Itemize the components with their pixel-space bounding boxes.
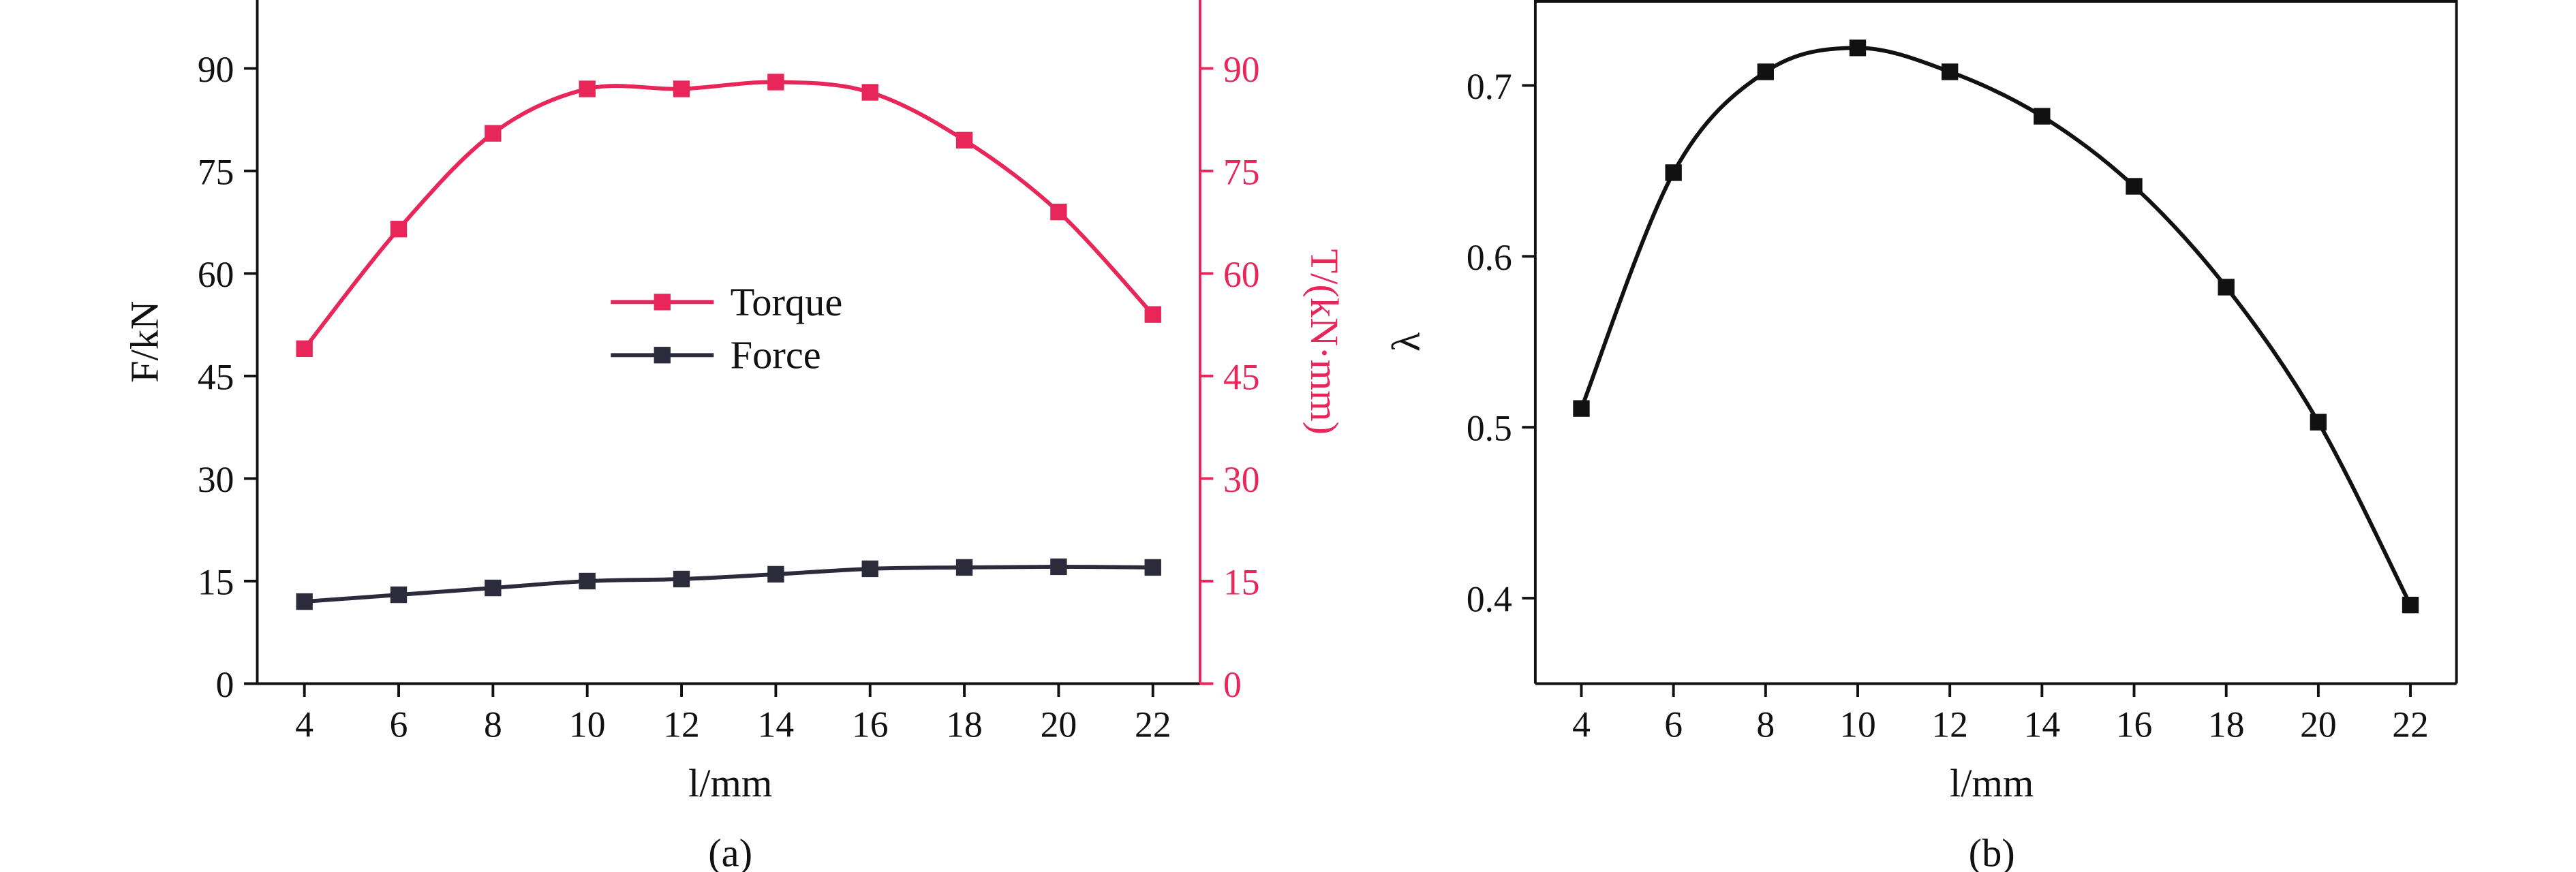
x-tick-label: 20 [1041,704,1077,745]
marker [1573,400,1590,417]
x-tick-label: 8 [484,704,502,745]
legend-label: Torque [731,280,843,324]
marker [485,579,502,597]
marker [673,80,690,97]
y-tick-label: 75 [198,151,234,192]
x-tick-label: 22 [1135,704,1171,745]
x-tick-label: 16 [852,704,889,745]
x-tick-label: 16 [2116,704,2153,745]
y2-tick-label: 60 [1223,254,1260,295]
marker [2034,108,2051,125]
y2-axis-label: T/(kN·mm) [1302,249,1347,435]
x-tick-label: 18 [2208,704,2245,745]
y-tick-label: 0 [216,664,234,705]
marker [390,586,408,604]
series-line [1579,46,2412,606]
x-tick-label: 4 [295,704,313,745]
y-tick-label: 45 [198,356,234,397]
marker [1050,558,1067,576]
series-line [303,80,1154,350]
x-tick-label: 10 [1839,704,1876,745]
caption: (b) [1969,830,2015,872]
marker [673,570,690,588]
marker [1144,306,1161,323]
y2-tick-label: 15 [1223,561,1260,602]
x-tick-label: 6 [390,704,408,745]
x-tick-label: 14 [758,704,795,745]
x-tick-label: 12 [663,704,700,745]
marker [955,559,973,576]
y-tick-label: 0.4 [1467,579,1512,620]
y-axis-label: λ [1383,332,1428,352]
legend-marker [654,347,671,364]
marker [579,572,596,590]
marker [485,125,502,142]
marker [767,74,784,91]
y-tick-label: 0.5 [1467,408,1512,449]
y-axis-label: F/kN [122,301,166,383]
y2-tick-label: 90 [1223,49,1260,90]
marker [390,221,408,238]
x-axis-label: l/mm [688,761,772,805]
y2-tick-label: 30 [1223,459,1260,500]
marker [1849,40,1867,57]
x-tick-label: 18 [946,704,983,745]
x-tick-label: 10 [569,704,606,745]
x-tick-label: 22 [2392,704,2429,745]
y-tick-label: 15 [198,561,234,602]
marker [955,131,973,149]
x-tick-label: 4 [1572,704,1591,745]
series-line [304,564,1153,604]
marker [2402,596,2419,614]
x-axis-label: l/mm [1950,761,2034,805]
legend-marker [654,294,671,311]
x-tick-label: 14 [2024,704,2061,745]
x-tick-label: 6 [1664,704,1683,745]
marker [296,593,313,610]
marker [2310,414,2327,431]
marker [1942,63,1959,80]
marker [579,80,596,97]
y-tick-label: 0.7 [1467,66,1512,107]
marker [296,340,313,357]
x-tick-label: 12 [1931,704,1968,745]
y-tick-label: 0.6 [1467,237,1512,278]
marker [2126,178,2143,195]
x-tick-label: 20 [2300,704,2337,745]
marker [767,565,784,583]
y-tick-label: 90 [198,49,234,90]
marker [861,84,878,101]
y2-tick-label: 0 [1223,664,1242,705]
caption: (a) [708,830,752,872]
y2-tick-label: 45 [1223,356,1260,397]
marker [1050,203,1067,221]
marker [1757,63,1775,80]
marker [1665,164,1682,181]
y-tick-label: 60 [198,254,234,295]
marker [2218,279,2235,296]
y2-tick-label: 75 [1223,151,1260,192]
marker [861,560,878,578]
legend-label: Force [731,333,821,377]
marker [1144,559,1161,576]
x-tick-label: 8 [1756,704,1775,745]
y-tick-label: 30 [198,459,234,500]
